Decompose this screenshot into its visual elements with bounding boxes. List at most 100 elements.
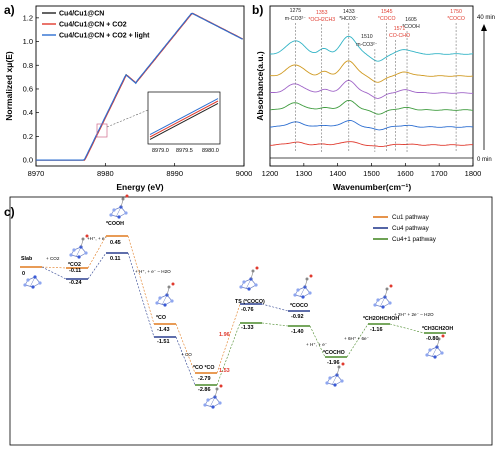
adsorbate-structure-icon [203, 384, 223, 409]
adsorbate-structure-icon [425, 334, 445, 359]
adsorbate-structure-icon [155, 282, 175, 307]
panel-c: Cu1 pathway Cu4 pathway Cu4+1 pathway Sl… [9, 194, 493, 446]
panel-a-x-ticks: 8970 8980 8990 9000 [28, 163, 253, 178]
energy-connector [389, 323, 425, 334]
state-label-slab: Slab [21, 256, 33, 262]
panel-b: 1200 1300 1400 1500 1600 1700 1800 1275 m-CO3²⁻… [255, 5, 495, 192]
legend-label: Cu4/Cu1@CN + CO2 + light [59, 33, 150, 40]
energy-connector [261, 322, 289, 327]
inset-curves [149, 98, 219, 140]
ir-spectrum [269, 35, 474, 62]
ir-spectrum [269, 99, 474, 115]
ir-spectrum [270, 141, 473, 147]
inset-curve [149, 100, 219, 138]
state-label-coco: *COCO [290, 303, 308, 309]
peak-wavenumber: 1571 [394, 26, 406, 32]
peak-wavenumber: 1750 [450, 9, 462, 15]
x-tick-label: 1200 [262, 169, 279, 178]
panel-a-label: a) [4, 3, 15, 17]
x-tick-label: 1500 [363, 169, 380, 178]
panel-a-legend: Cu4/Cu1@CN Cu4/Cu1@CN + CO2 Cu4/Cu1@CN +… [42, 11, 150, 40]
zoom-marker [96, 123, 108, 138]
energy-value: 0 [22, 271, 25, 277]
y-tick-label: 0.4 [23, 108, 33, 117]
energy-connector [41, 266, 67, 280]
peak-assignment: *COCO [378, 16, 396, 22]
adsorbate-structure-icon [69, 234, 89, 259]
peak-assignment: *HCO3⁻ [339, 16, 358, 22]
peak-assignment: m-CO3²⁻ [356, 42, 377, 48]
barrier-value: 1.53 [219, 368, 230, 374]
panel-a-ylabel: Normalized xμ(E) [4, 51, 14, 121]
energy-value: -2.86 [198, 387, 211, 393]
xanes-curve [36, 12, 243, 161]
energy-connector [87, 252, 107, 280]
adsorbate-structure-icon [23, 275, 42, 289]
arrow-head-icon [481, 24, 487, 31]
peak-assignment: *COOH [402, 24, 420, 30]
state-label-coco-ads: *CO *CO [193, 365, 215, 371]
panel-b-ylabel: Absorbance(a.u.) [255, 51, 265, 121]
energy-value: 0.45 [110, 240, 121, 246]
state-label-ch3ch2oh: *CH3CH2OH [422, 326, 453, 332]
peak-wavenumber: 1353 [316, 10, 328, 16]
zoom-connector [106, 109, 149, 128]
inset-curve [149, 98, 219, 136]
energy-value: -1.40 [291, 329, 304, 335]
x-tick-label: 1400 [329, 169, 346, 178]
energy-connector [261, 303, 289, 312]
x-tick-label: 1700 [431, 169, 448, 178]
peak-wavenumber: 1545 [381, 9, 393, 15]
peak-wavenumber: 1275 [290, 8, 302, 14]
step-label: + 6H⁺ + 6e⁻ [344, 336, 370, 341]
x-tick-label: 8980 [97, 169, 114, 178]
ir-spectrum [269, 120, 474, 131]
y-tick-label: 1.2 [23, 13, 33, 22]
panel-a-curves [36, 12, 243, 161]
legend-label: Cu4 pathway [392, 225, 430, 232]
energy-value: -1.51 [157, 339, 170, 345]
x-tick-label: 1600 [397, 169, 414, 178]
molecule-sketches [23, 194, 445, 409]
adsorbate-structure-icon [325, 362, 345, 387]
step-label: + H⁺, + e⁻ [306, 342, 328, 347]
panel-c-frame [9, 196, 493, 446]
x-tick-label: 8990 [166, 169, 183, 178]
state-label-cooh: *COOH [106, 221, 124, 227]
peak-wavenumber: 1510 [361, 34, 373, 40]
step-label: + CO [181, 352, 192, 357]
y-tick-label: 0.8 [23, 61, 33, 70]
state-label-cocho: *COCHO [323, 350, 345, 356]
energy-value: -0.24 [69, 280, 82, 286]
energy-levels [20, 235, 446, 386]
y-tick-label: 0.0 [23, 156, 33, 165]
x-tick-label: 1300 [295, 169, 312, 178]
ir-spectrum [269, 79, 473, 99]
state-label-ts: TS (*COCO) [235, 299, 265, 305]
energy-connector [127, 235, 155, 325]
energy-connector [41, 266, 67, 269]
peak-assignment: m-CO3²⁻ [285, 16, 306, 22]
panel-b-x-ticks: 1200 1300 1400 1500 1600 1700 1800 [262, 163, 481, 178]
panel-c-legend: Cu1 pathway Cu4 pathway Cu4+1 pathway [373, 214, 437, 243]
legend-label: Cu4+1 pathway [392, 236, 437, 243]
state-label-co2: *CO2 [68, 262, 81, 268]
adsorbate-structure-icon [109, 194, 129, 219]
legend-label: Cu4/Cu1@CN + CO2 [59, 22, 127, 29]
inset-tick: 8979.0 [152, 148, 169, 154]
y-tick-label: 0.2 [23, 132, 33, 141]
step-label: + 2H⁺ + 2e⁻ – H2O [394, 312, 434, 317]
adsorbate-structure-icon [293, 274, 313, 299]
energy-connector [216, 322, 241, 386]
panel-a-xlabel: Energy (eV) [116, 182, 163, 192]
energy-connectors [41, 235, 425, 386]
step-label: + H⁺, + e⁻ – H2O [135, 269, 171, 274]
energy-value: -1.33 [241, 325, 254, 331]
x-tick-label: 8970 [28, 169, 45, 178]
panel-b-spectra [269, 35, 474, 159]
energy-connector [309, 325, 326, 358]
panel-a-y-ticks: 0.0 0.2 0.4 0.6 0.8 1.0 1.2 [23, 13, 39, 165]
x-tick-label: 9000 [236, 169, 253, 178]
legend-label: Cu1 pathway [392, 214, 430, 221]
panel-b-label: b) [252, 3, 263, 17]
